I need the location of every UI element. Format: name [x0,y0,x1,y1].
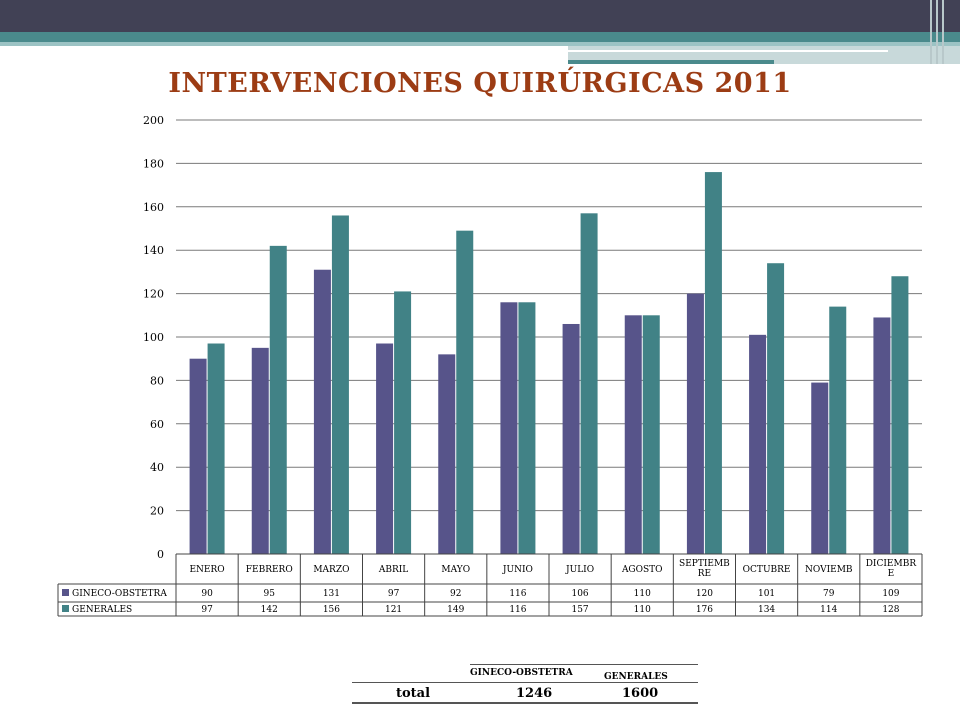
header-bar [0,0,960,32]
bar-gineco [251,347,269,554]
y-tick-label: 180 [143,157,164,170]
y-tick-label: 20 [150,505,164,518]
summary-header-gineco: GINECO-OBSTETRA [470,668,573,678]
bar-gineco [749,334,767,554]
y-tick-label: 140 [143,244,164,257]
bar-generales [269,245,287,555]
data-label: 92 [450,589,461,599]
data-label: 114 [820,605,837,615]
data-label: 142 [261,605,278,615]
y-tick-label: 80 [150,374,164,387]
x-category-label: SEPTIEMB [679,559,730,569]
data-label: 176 [696,605,713,615]
data-label: 101 [758,589,775,599]
x-category-label: E [888,569,895,579]
bar-generales [394,291,412,554]
bar-generales [518,302,536,554]
data-label: 156 [323,605,340,615]
data-label: 120 [696,589,713,599]
bar-generales [829,306,847,554]
x-category-label: NOVIEMB [805,565,853,575]
data-label: 79 [823,589,835,599]
y-tick-label: 120 [143,288,164,301]
summary-total-generales: 1600 [622,686,659,701]
data-label: 106 [571,589,588,599]
data-label: 97 [388,589,400,599]
header-accent-bar [568,60,774,64]
data-label: 116 [509,605,526,615]
y-tick-label: 0 [157,548,164,561]
bar-generales [331,215,349,555]
x-category-label: ABRIL [378,565,408,575]
x-category-label: MAYO [441,565,470,575]
x-category-label: FEBRERO [246,565,293,575]
legend-key [62,589,69,596]
summary-header-generales: GENERALES [604,672,668,682]
data-label: 128 [882,605,899,615]
bar-gineco [873,317,891,554]
summary-total-gineco: 1246 [516,686,553,701]
header-stripe-light [0,42,960,46]
x-category-label: OCTUBRE [743,565,791,575]
data-label: 97 [201,605,213,615]
decor-line [930,0,932,64]
summary-rule [352,702,698,704]
bar-gineco [189,358,207,554]
y-tick-label: 100 [143,331,164,344]
data-label: 149 [447,605,464,615]
bar-generales [642,315,660,554]
decor-line [942,0,944,64]
y-tick-label: 200 [143,114,164,127]
bar-gineco [438,354,456,554]
bar-gineco [500,302,518,554]
data-label: 109 [882,589,899,599]
page-title: INTERVENCIONES QUIRÚRGICAS 2011 [168,68,792,99]
legend-label: GENERALES [72,605,132,615]
bar-generales [891,276,909,554]
header-accent-line [568,50,888,52]
bar-generales [456,230,474,555]
data-label: 110 [634,589,651,599]
bar-generales [580,213,598,554]
data-label: 121 [385,605,402,615]
bar-generales [704,172,722,554]
bar-generales [207,343,225,554]
data-label: 134 [758,605,775,615]
data-label: 157 [571,605,588,615]
data-label: 90 [201,589,213,599]
x-category-label: ENERO [189,565,224,575]
data-label: 110 [634,605,651,615]
bar-gineco [376,343,394,554]
data-label: 116 [509,589,526,599]
x-category-label: JULIO [565,565,594,575]
bar-gineco [686,293,704,554]
bar-gineco [313,269,331,554]
decor-line [936,0,938,64]
bar-generales [767,263,785,554]
legend-key [62,605,69,612]
header-stripe [0,32,960,42]
x-category-label: DICIEMBR [866,559,917,569]
x-category-label: MARZO [313,565,349,575]
x-category-label: JUNIO [502,565,533,575]
x-category-label: AGOSTO [621,565,663,575]
data-label: 95 [264,589,276,599]
summary-row-label: total [396,686,431,701]
legend-label: GINECO-OBSTETRA [72,589,167,599]
summary-rule [352,682,698,683]
bar-gineco [562,323,580,554]
y-tick-label: 60 [150,418,164,431]
bar-gineco [811,382,829,554]
x-category-label: RE [698,569,711,579]
bar-gineco [624,315,642,554]
y-tick-label: 160 [143,201,164,214]
data-label: 131 [323,589,340,599]
y-tick-label: 40 [150,461,164,474]
summary-rule [470,664,698,665]
